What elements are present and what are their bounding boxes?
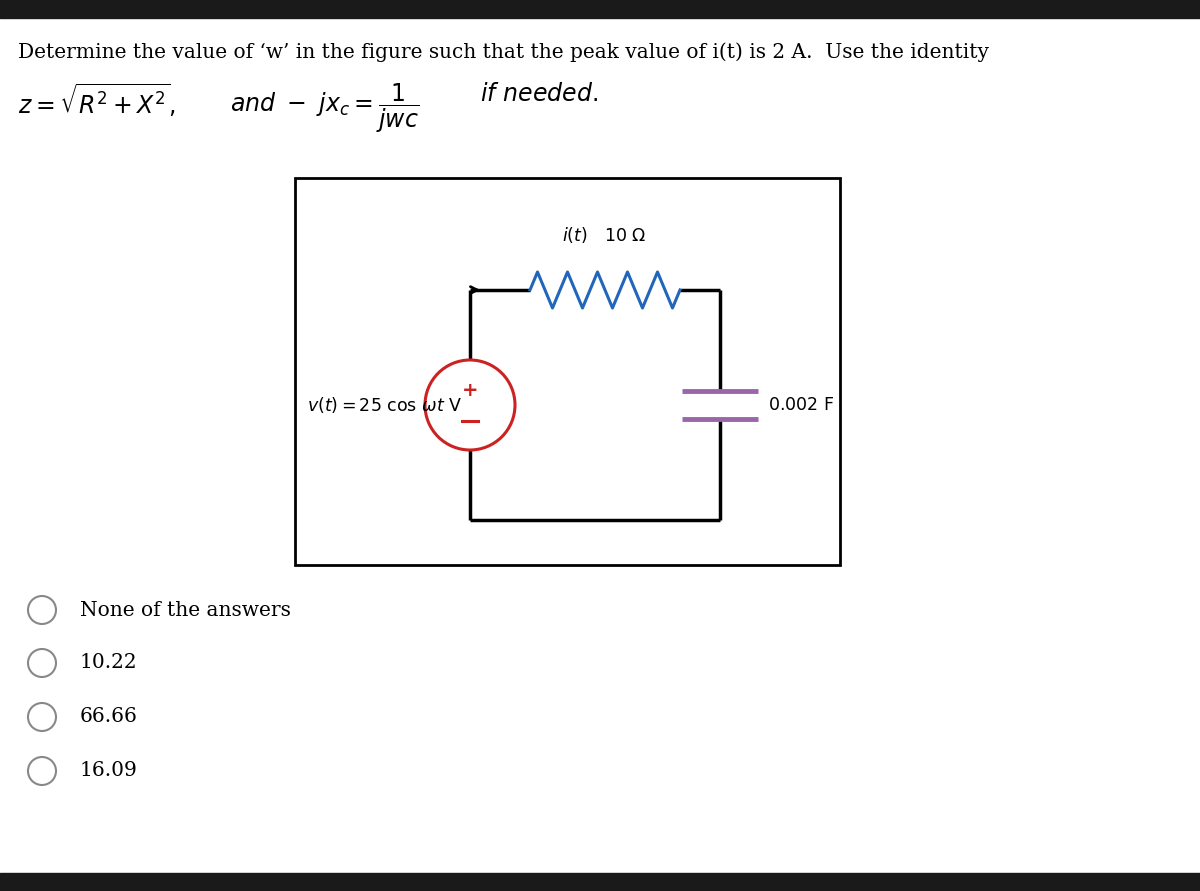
Text: $v(t) = 25\ \mathrm{cos}\ \omega t\ \mathrm{V}$: $v(t) = 25\ \mathrm{cos}\ \omega t\ \mat… xyxy=(307,395,462,415)
Text: $10\ \Omega$: $10\ \Omega$ xyxy=(604,227,646,245)
Text: $i(t)$: $i(t)$ xyxy=(562,225,588,245)
Text: +: + xyxy=(462,380,479,399)
Text: $z = \sqrt{R^2 + X^2},$: $z = \sqrt{R^2 + X^2},$ xyxy=(18,82,176,119)
Text: 16.09: 16.09 xyxy=(80,762,138,781)
Text: None of the answers: None of the answers xyxy=(80,601,290,619)
Bar xyxy=(295,178,840,565)
Text: $0.002\ \mathrm{F}$: $0.002\ \mathrm{F}$ xyxy=(768,396,834,414)
Text: Determine the value of ‘w’ in the figure such that the peak value of i(t) is 2 A: Determine the value of ‘w’ in the figure… xyxy=(18,42,989,61)
Text: 66.66: 66.66 xyxy=(80,707,138,726)
Text: $\mathit{and}\ -\ jx_c = \dfrac{1}{jwc}$: $\mathit{and}\ -\ jx_c = \dfrac{1}{jwc}$ xyxy=(230,82,419,135)
Text: $\mathit{if\ needed.}$: $\mathit{if\ needed.}$ xyxy=(480,82,598,106)
Text: 10.22: 10.22 xyxy=(80,653,138,673)
